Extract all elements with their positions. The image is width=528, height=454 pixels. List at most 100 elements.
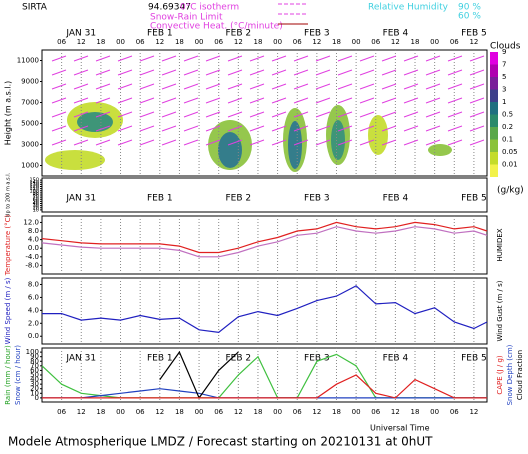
coord: 94.69347 xyxy=(148,3,191,13)
hour-label: 12 xyxy=(77,408,86,416)
sub-tick-label: 10 xyxy=(33,207,39,213)
sub-tick-label: 30 xyxy=(33,203,39,209)
wind-arrow xyxy=(161,69,177,76)
wind-arrow xyxy=(469,139,485,146)
wind-arrow xyxy=(381,111,397,118)
hour-label: 18 xyxy=(175,408,184,416)
wind-arrow xyxy=(73,83,89,90)
legend-isotherm: 0°C isotherm xyxy=(180,3,239,13)
sub-axis-title: Up to 200 m a.s.l. xyxy=(6,172,12,217)
hour-label: 18 xyxy=(96,38,105,46)
hour-label: 18 xyxy=(332,408,341,416)
wind-arrow xyxy=(381,83,397,90)
wind-arrow xyxy=(227,83,243,90)
wind-arrow xyxy=(469,83,485,90)
y-tick-label: 1000 xyxy=(21,162,39,170)
hour-label: 00 xyxy=(430,408,439,416)
axis-title: HUMIDEX xyxy=(496,228,504,261)
wind-arrow xyxy=(139,83,155,90)
wind-arrow xyxy=(227,139,243,146)
wind-arrow xyxy=(425,125,441,132)
legend-swatch xyxy=(490,64,498,77)
day-label: FEB 2 xyxy=(226,29,252,39)
sub-tick-label: 90 xyxy=(33,190,39,196)
wind-arrow xyxy=(183,55,199,62)
sub-tick-label: 100 xyxy=(29,188,39,194)
hour-label: 12 xyxy=(234,38,243,46)
hour-label: 06 xyxy=(136,408,145,416)
legend-level: 1 xyxy=(502,98,506,106)
y-tick-label: 50 xyxy=(30,371,39,379)
wind-arrow xyxy=(403,83,419,90)
wind-arrow xyxy=(117,97,133,104)
footer: Modele Atmospherique LMDZ / Forecast sta… xyxy=(8,435,433,449)
wind-arrow xyxy=(447,139,463,146)
wind-arrow xyxy=(425,97,441,104)
wind-arrow xyxy=(183,97,199,104)
wind-arrow xyxy=(337,111,353,118)
wind-arrow xyxy=(293,97,309,104)
hour-label: 00 xyxy=(352,408,361,416)
wind-arrow xyxy=(183,111,199,118)
wind-arrow xyxy=(293,111,309,118)
wind-arrow xyxy=(205,139,221,146)
wind-arrow xyxy=(447,125,463,132)
y-tick-label: 0 xyxy=(35,394,39,402)
y-tick-label: 12.0 xyxy=(23,218,39,226)
y-axis-title: Height (m a.s.l.) xyxy=(4,81,13,146)
hour-label: 12 xyxy=(391,38,400,46)
wind-arrow xyxy=(315,125,331,132)
hour-label: 00 xyxy=(273,38,282,46)
y-tick-label: 70 xyxy=(30,362,39,370)
day-label: FEB 4 xyxy=(383,194,409,204)
wind-arrow xyxy=(249,111,265,118)
day-label: FEB 5 xyxy=(461,194,487,204)
wind-arrow xyxy=(161,55,177,62)
wind-arrow xyxy=(249,139,265,146)
y-tick-label: 90 xyxy=(30,353,39,361)
y-tick-label: 80 xyxy=(30,357,39,365)
legend-level: 3 xyxy=(502,86,506,94)
wind-arrow xyxy=(183,69,199,76)
legend-rh: Relative Humidity xyxy=(368,3,449,13)
wind-arrow xyxy=(425,139,441,146)
wind-arrow xyxy=(359,139,375,146)
wind-arrow xyxy=(205,55,221,62)
wind-arrow xyxy=(117,83,133,90)
hour-label: 18 xyxy=(332,38,341,46)
axis-title: Snow Depth (cm) xyxy=(506,344,514,405)
y-tick-label: 100 xyxy=(26,348,39,356)
wind-arrow xyxy=(359,83,375,90)
y-tick-label: 5000 xyxy=(21,120,39,128)
legend-level: 0.01 xyxy=(502,161,518,169)
day-label: FEB 3 xyxy=(304,29,330,39)
wind-arrow xyxy=(139,55,155,62)
series-line xyxy=(41,226,488,258)
y-tick-label: 0.0 xyxy=(28,244,39,252)
sub-tick-label: 140 xyxy=(29,180,39,186)
wind-arrow xyxy=(227,55,243,62)
wind-arrow xyxy=(293,55,309,62)
wind-arrow xyxy=(249,97,265,104)
day-label: FEB 2 xyxy=(226,194,252,204)
day-label: FEB 2 xyxy=(226,354,252,364)
axis-title: Wind Speed (m / s) xyxy=(4,277,12,344)
wind-arrow xyxy=(315,55,331,62)
hour-label: 00 xyxy=(195,38,204,46)
sub-tick-label: 70 xyxy=(33,195,39,201)
y-tick-label: 20 xyxy=(30,385,39,393)
cloud xyxy=(77,112,113,132)
wind-arrow xyxy=(293,83,309,90)
sub-tick-label: 40 xyxy=(33,201,39,207)
day-label: FEB 4 xyxy=(383,29,409,39)
legend-level: 9 xyxy=(502,48,506,56)
cloud xyxy=(368,115,388,155)
day-label: JAN 31 xyxy=(65,29,96,39)
day-label: FEB 4 xyxy=(383,354,409,364)
wind-arrow xyxy=(139,111,155,118)
legend-swatch xyxy=(490,127,498,140)
wind-arrow xyxy=(315,83,331,90)
wind-arrow xyxy=(447,83,463,90)
hour-label: 06 xyxy=(450,38,459,46)
panel-frame xyxy=(41,215,488,275)
